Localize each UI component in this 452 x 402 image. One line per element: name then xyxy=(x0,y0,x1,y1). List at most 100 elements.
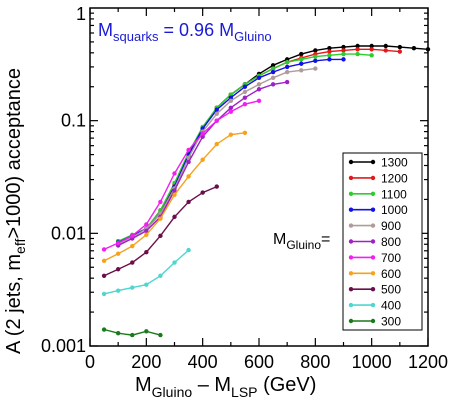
legend-label: 500 xyxy=(381,283,401,297)
data-point xyxy=(341,57,346,62)
data-point xyxy=(144,228,149,234)
data-point xyxy=(341,44,346,50)
data-point xyxy=(270,63,276,68)
data-point xyxy=(270,69,276,75)
x-tick-label: 1200 xyxy=(408,352,448,372)
data-point xyxy=(130,243,135,249)
legend-marker-left xyxy=(348,223,354,228)
legend-entry: 500 xyxy=(348,283,401,297)
legend-title: MGluino= xyxy=(273,231,330,252)
y-axis-title: A (2 jets, meff>1000) acceptance xyxy=(3,68,28,354)
y-tick-label: 0.01 xyxy=(51,223,86,243)
x-tick-label: 1000 xyxy=(352,352,392,372)
legend-label: 700 xyxy=(381,251,401,265)
data-point xyxy=(327,45,332,51)
legend-label: 600 xyxy=(381,267,401,281)
legend-entry: 1300 xyxy=(348,156,408,170)
data-point xyxy=(214,184,219,189)
data-point xyxy=(115,267,121,272)
data-point xyxy=(397,44,403,50)
data-point xyxy=(313,66,318,71)
data-point xyxy=(214,141,219,147)
data-point xyxy=(172,188,177,193)
annotation-main: M xyxy=(98,20,113,40)
legend-marker-right xyxy=(370,318,376,324)
legend-marker-right xyxy=(370,207,376,212)
legend-entry: 900 xyxy=(348,219,401,233)
data-point xyxy=(144,222,149,227)
data-point xyxy=(200,131,205,136)
data-point xyxy=(327,53,332,58)
data-point xyxy=(411,45,417,51)
x-title-middle: – M xyxy=(192,374,231,396)
data-point xyxy=(256,98,262,104)
legend-entry: 1000 xyxy=(348,203,408,217)
legend-marker-left xyxy=(348,159,354,165)
legend-label: 1100 xyxy=(381,187,407,201)
x-tick-label: 0 xyxy=(85,352,95,372)
data-point xyxy=(341,51,346,57)
legend-title-main: M xyxy=(273,231,286,248)
x-tick-label: 600 xyxy=(244,352,274,372)
mass-ratio-annotation: Msquarks = 0.96 MGluino xyxy=(98,20,272,44)
data-point xyxy=(158,216,163,221)
legend-entry: 700 xyxy=(348,251,401,265)
legend-title-sub: Gluino xyxy=(286,238,321,252)
legend-marker-right xyxy=(370,223,376,228)
legend-label: 300 xyxy=(381,315,401,329)
data-point xyxy=(144,232,149,238)
data-point xyxy=(115,330,121,336)
data-point xyxy=(270,75,276,81)
x-axis-title: MGluino – MLSP (GeV) xyxy=(135,374,316,400)
legend-marker-left xyxy=(348,175,354,181)
data-point xyxy=(130,233,135,239)
legend-label: 800 xyxy=(381,235,401,249)
data-point xyxy=(101,327,107,332)
data-point xyxy=(284,64,290,70)
data-point xyxy=(369,53,374,58)
data-point xyxy=(158,273,163,278)
y-title-sub: eff xyxy=(12,239,28,254)
legend-marker-left xyxy=(348,271,354,276)
data-point xyxy=(327,49,332,54)
annotation-middle: = 0.96 M xyxy=(159,20,235,40)
data-point xyxy=(270,66,276,71)
data-point xyxy=(397,49,403,54)
data-point xyxy=(284,79,290,85)
data-point xyxy=(214,111,219,117)
legend-marker-right xyxy=(370,191,376,196)
data-point xyxy=(383,43,388,49)
data-point xyxy=(284,60,290,65)
legend-marker-right xyxy=(370,255,376,260)
data-point xyxy=(256,87,262,92)
data-point xyxy=(200,190,205,195)
data-point xyxy=(270,82,276,87)
data-point xyxy=(299,61,304,66)
data-point xyxy=(242,84,248,89)
data-point xyxy=(313,58,318,63)
data-point xyxy=(228,98,234,104)
x-title-sub1: Gluino xyxy=(152,384,193,400)
x-tick-label: 400 xyxy=(188,352,218,372)
data-point xyxy=(158,199,163,205)
legend-label: 1300 xyxy=(381,156,408,170)
legend-marker-left xyxy=(348,239,354,244)
data-point xyxy=(130,260,135,265)
data-point xyxy=(186,159,191,165)
data-point xyxy=(313,54,318,59)
data-point xyxy=(186,199,191,205)
data-point xyxy=(144,329,149,334)
data-point xyxy=(144,282,149,287)
legend-entry: 800 xyxy=(348,235,401,249)
data-point xyxy=(101,273,107,278)
x-tick-labels: 0 200 400 600 800 1000 1200 xyxy=(85,352,448,372)
legend-marker-right xyxy=(370,159,376,165)
data-point xyxy=(186,247,191,253)
legend-marker-right xyxy=(370,239,376,244)
data-point xyxy=(256,75,262,81)
data-point xyxy=(172,171,177,176)
legend-label: 1200 xyxy=(381,171,408,185)
series-600 xyxy=(101,130,248,264)
